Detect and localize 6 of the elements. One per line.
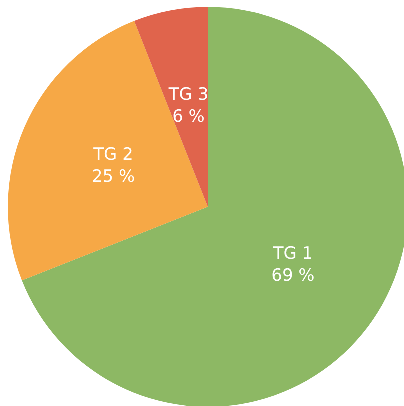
data-label: 25 % bbox=[92, 167, 136, 188]
slice-label: TG 3 bbox=[168, 84, 209, 105]
data-label: 6 % bbox=[172, 106, 205, 127]
data-label: 69 % bbox=[272, 266, 315, 286]
slice-label: TG 1 bbox=[272, 244, 314, 264]
slice-label: TG 2 bbox=[92, 145, 134, 166]
